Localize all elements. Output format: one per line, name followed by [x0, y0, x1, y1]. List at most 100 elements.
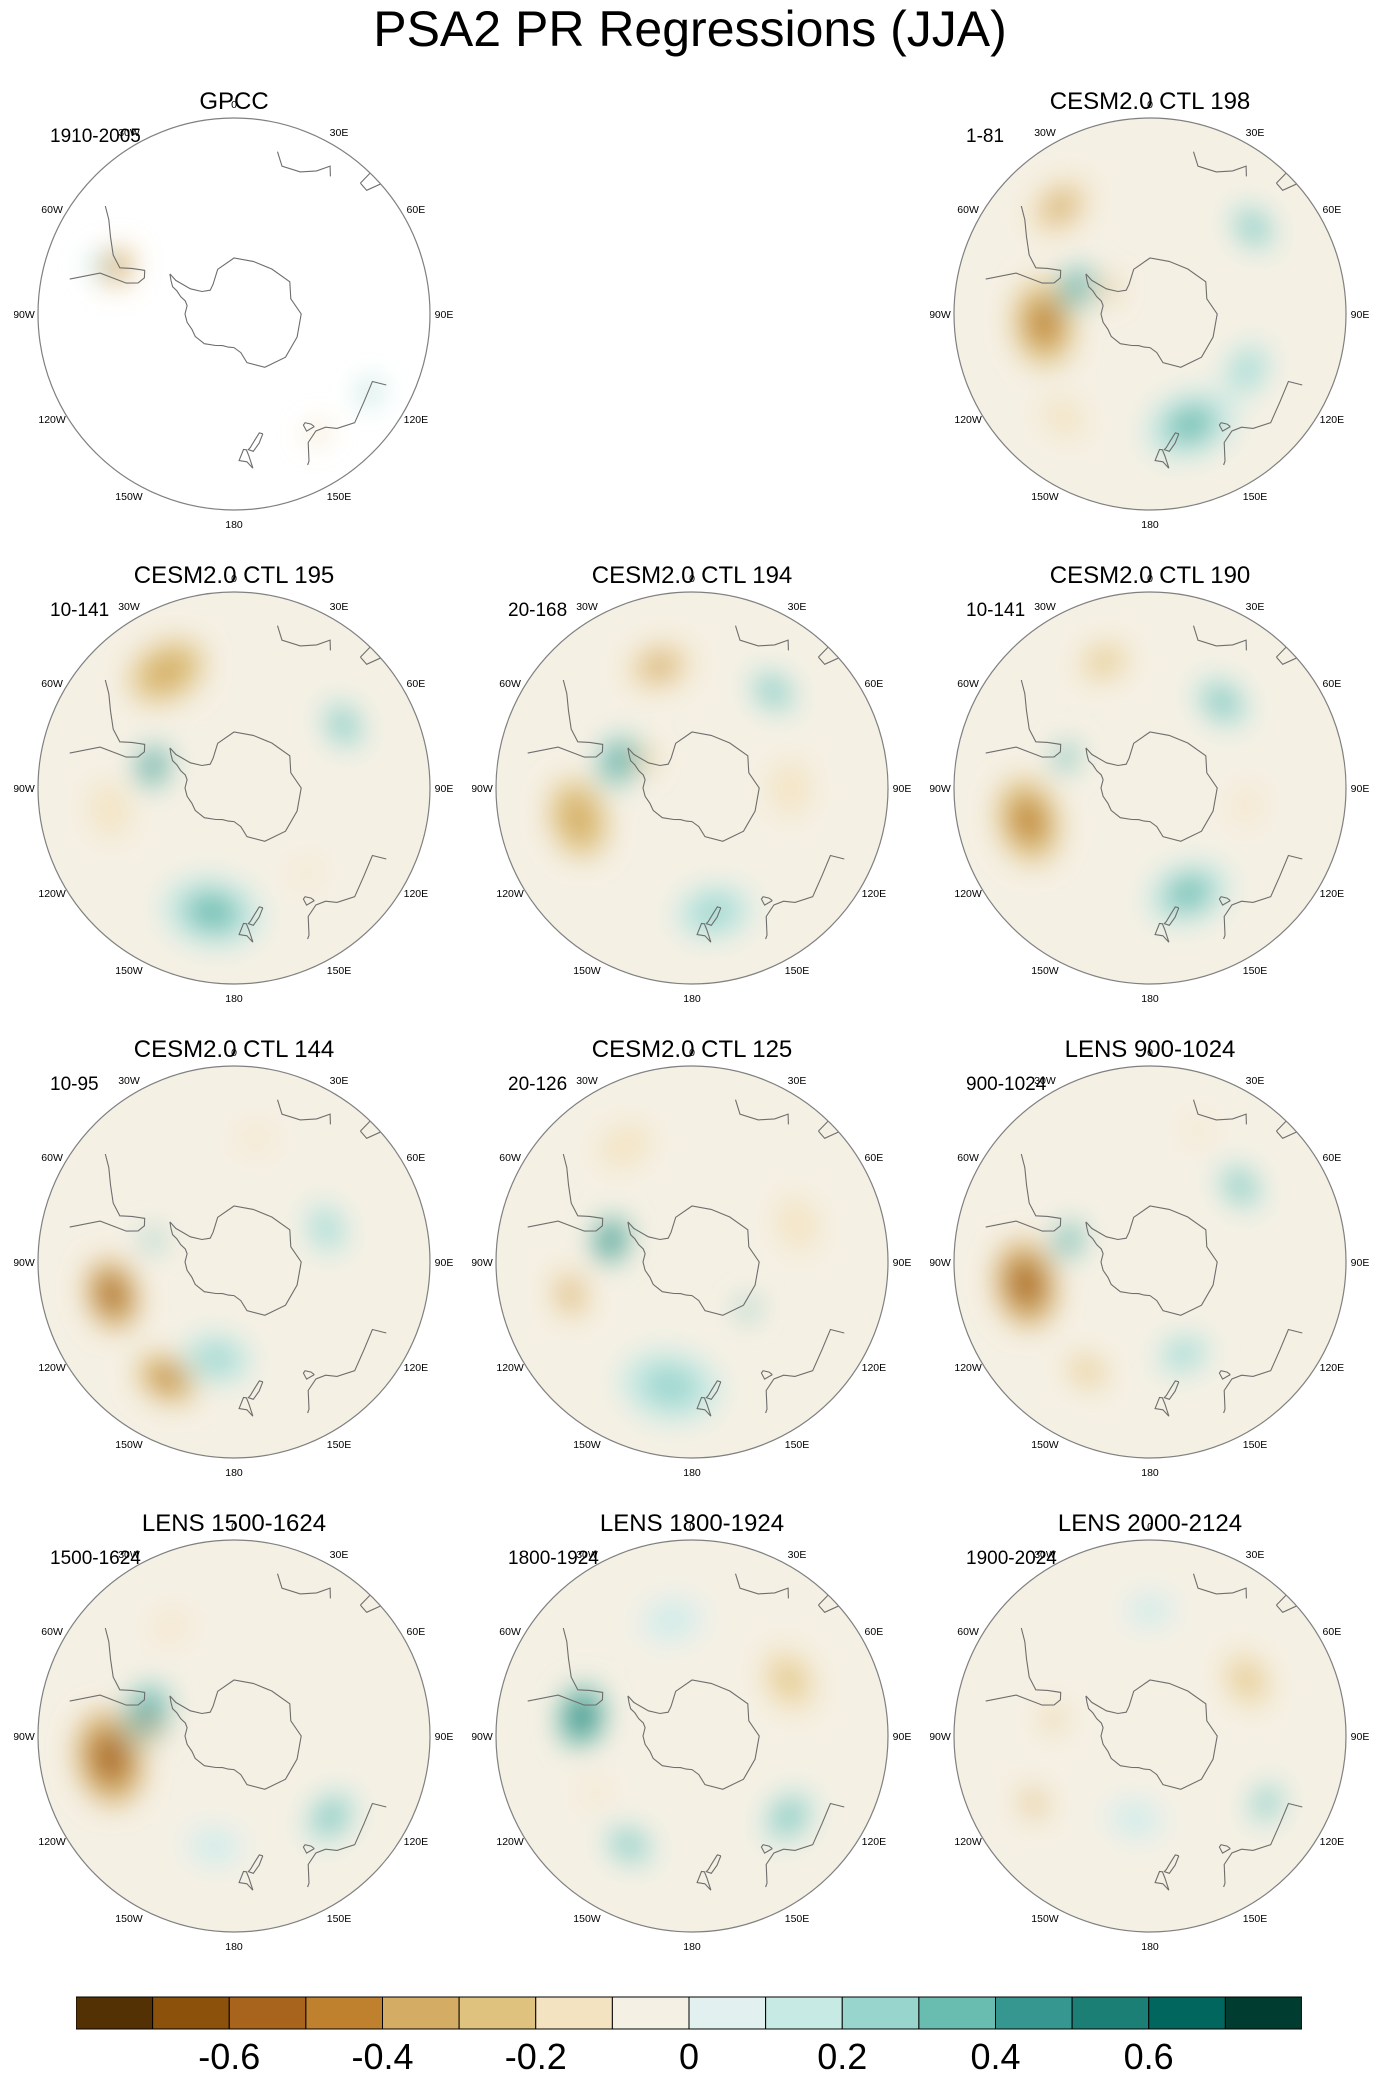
anomaly-core	[1240, 214, 1266, 241]
anomaly-core	[197, 1834, 232, 1859]
colorbar-box	[611, 1996, 690, 2030]
panel-title: CESM2.0 CTL 194	[591, 562, 793, 589]
coastline	[985, 205, 1062, 284]
polar-map-lens2000: 0 30E 60E 90E 120E 150E 180 150W 120W 90W 60W 30W	[930, 1521, 1370, 1953]
coastline	[696, 1396, 712, 1417]
map-label-lon-90e: 90E	[1351, 1257, 1370, 1269]
coastline	[1085, 1205, 1218, 1316]
coastline	[1218, 422, 1231, 432]
map-panel-lens1800: 0 30E 60E 90E 120E 150E 180 150W 120W 90W 60W 30W LE…	[472, 1510, 912, 1960]
polar-map-lens900: 0 30E 60E 90E 120E 150E 180 150W 120W 90W 60W 30W	[930, 1047, 1370, 1479]
map-label-lon-90e: 90E	[435, 1257, 454, 1269]
panel-period: 1910-2005	[50, 126, 141, 147]
map-panel-gpcc: 0 30E 60E 90E 120E 150E 180 150W 120W 90W 60W 30W GP…	[14, 88, 454, 538]
map-panel-ctl125: 0 30E 60E 90E 120E 150E 180 150W 120W 90W 60W 30W CE…	[472, 1036, 912, 1486]
coastline	[302, 422, 315, 432]
anomaly-core	[154, 1613, 188, 1641]
map-label-lon-150e: 150E	[327, 1439, 352, 1451]
map-label-lon-120w: 120W	[954, 888, 982, 900]
colorbar-tick-label: -0.6	[198, 2036, 261, 2077]
coastline	[302, 1370, 315, 1380]
map-label-lon-0: 0	[231, 99, 237, 111]
map-label-lon-120w: 120W	[954, 1362, 982, 1374]
anomaly-core	[786, 1209, 809, 1239]
coastline	[627, 731, 760, 842]
map-label-lon-90w: 90W	[930, 1731, 951, 1743]
anomaly-core	[1052, 406, 1076, 428]
map-label-lon-90e: 90E	[1351, 783, 1370, 795]
map-panel-ctl198: 0 30E 60E 90E 120E 150E 180 150W 120W 90W 60W 30W CE…	[930, 88, 1370, 538]
map-label-lon-0: 0	[1147, 1047, 1153, 1059]
colorbar-box	[76, 1996, 154, 2030]
coastline	[1192, 625, 1247, 651]
map-label-lon-60e: 60E	[407, 204, 426, 216]
map-label-lon-120e: 120E	[1320, 1836, 1345, 1848]
coastline	[1218, 1370, 1231, 1380]
anomaly-core	[559, 1279, 582, 1310]
coastline	[1218, 1844, 1231, 1854]
anomaly-core	[1165, 875, 1212, 911]
coastline	[1192, 151, 1247, 177]
colorbar-box	[1071, 1996, 1150, 2030]
map-label-lon-60w: 60W	[957, 678, 979, 690]
map-label-lon-150w: 150W	[1031, 1913, 1059, 1925]
coastline	[1223, 854, 1303, 940]
map-label-lon-60w: 60W	[41, 1152, 63, 1164]
coastline	[276, 625, 331, 651]
map-label-lon-120w: 120W	[496, 1836, 524, 1848]
map-background	[954, 1540, 1346, 1932]
anomaly-core	[92, 257, 102, 271]
anomaly-core	[98, 1275, 127, 1314]
colorbar-tick-label: 0.2	[817, 2036, 868, 2077]
map-label-lon-150e: 150E	[1243, 491, 1268, 503]
panel-title: CESM2.0 CTL 195	[133, 562, 335, 589]
colorbar-tick-label: 0.4	[970, 2036, 1021, 2077]
map-label-lon-90w: 90W	[472, 1257, 493, 1269]
map-label-lon-30e: 30E	[330, 127, 349, 139]
coastline	[1163, 906, 1180, 926]
polar-map-ctl195: 0 30E 60E 90E 120E 150E 180 150W 120W 90W 60W 30W	[14, 573, 453, 1005]
map-label-lon-30w: 30W	[1034, 127, 1056, 139]
map-panel-ctl190: 0 30E 60E 90E 120E 150E 180 150W 120W 90W 60W 30W CE…	[930, 562, 1370, 1012]
map-boundary	[953, 117, 1347, 511]
map-label-lon-90w: 90W	[14, 1257, 35, 1269]
map-label-lon-150e: 150E	[1243, 1439, 1268, 1451]
anomaly-core	[652, 1606, 691, 1634]
map-label-lon-90e: 90E	[1351, 309, 1370, 321]
colorbar-box	[765, 1996, 843, 2030]
coastline	[1085, 1679, 1218, 1790]
colorbar-tick-label: 0	[678, 2036, 700, 2077]
anomaly-core	[1025, 1793, 1043, 1814]
map-boundary	[37, 1065, 431, 1459]
coastline	[985, 1153, 1062, 1232]
anomaly-core	[607, 746, 630, 776]
anomaly-core	[1234, 787, 1259, 823]
map-label-lon-60w: 60W	[499, 678, 521, 690]
map-label-lon-180: 180	[1141, 1467, 1159, 1479]
anomaly-core	[1009, 1260, 1043, 1308]
anomaly-core	[614, 1833, 644, 1857]
map-label-lon-120e: 120E	[404, 1836, 429, 1848]
coastline	[307, 380, 387, 466]
panel-title: LENS 1800-1924	[599, 1510, 785, 1537]
map-label-lon-90e: 90E	[1351, 1731, 1370, 1743]
colorbar-box	[1224, 1996, 1302, 2030]
map-label-lon-120e: 120E	[1320, 1362, 1345, 1374]
anomaly-core	[240, 1127, 271, 1149]
anomaly-core	[1089, 650, 1119, 673]
coastline	[1154, 448, 1170, 469]
map-label-lon-120w: 120W	[496, 1362, 524, 1374]
coastline	[238, 922, 254, 943]
map-label-lon-180: 180	[225, 993, 243, 1005]
panel-period: 1800-1924	[508, 1548, 599, 1569]
anomaly-core	[311, 428, 324, 439]
map-label-lon-150e: 150E	[1243, 1913, 1268, 1925]
map-boundary	[953, 1539, 1347, 1933]
map-label-lon-150w: 150W	[1031, 491, 1059, 503]
map-label-lon-150w: 150W	[573, 965, 601, 977]
anomaly-core	[331, 710, 355, 740]
coastline	[527, 1627, 604, 1706]
map-label-lon-60w: 60W	[41, 1626, 63, 1638]
map-label-lon-30e: 30E	[1246, 1075, 1265, 1087]
panel-period: 1900-2024	[966, 1548, 1057, 1569]
